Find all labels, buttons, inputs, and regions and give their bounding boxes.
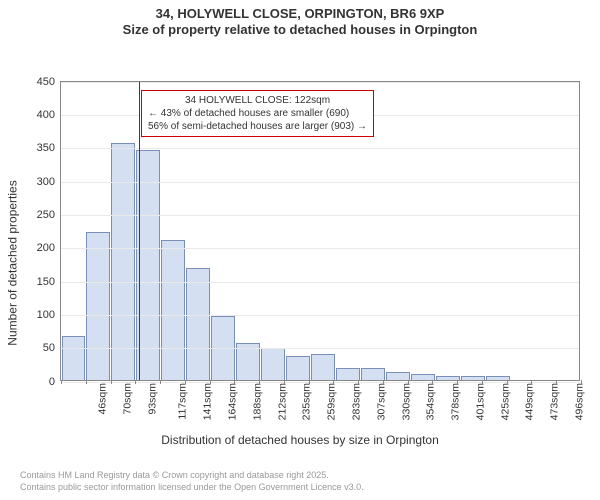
histogram-bar [261,348,285,379]
x-tick-label: 164sqm [227,383,239,420]
x-tick-label: 425sqm [499,383,511,420]
x-tick-mark [210,380,211,384]
x-tick-label: 401sqm [474,383,486,420]
x-tick-label: 283sqm [350,383,362,420]
page-title-line2: Size of property relative to detached ho… [0,22,600,38]
page-title-line1: 34, HOLYWELL CLOSE, ORPINGTON, BR6 9XP [0,0,600,22]
footer-line1: Contains HM Land Registry data © Crown c… [20,470,600,482]
x-tick-mark [531,380,532,384]
plot-area: 34 HOLYWELL CLOSE: 122sqm ← 43% of detac… [60,81,580,381]
x-tick-label: 212sqm [276,383,288,420]
y-tick-label: 100 [37,309,61,321]
x-tick-label: 117sqm [176,383,188,420]
y-axis-label-text: Number of detached properties [6,180,20,345]
histogram-bar [186,268,210,380]
x-axis-label: Distribution of detached houses by size … [0,433,600,447]
y-tick-label: 300 [37,176,61,188]
x-tick-label: 235sqm [301,383,313,420]
x-tick-label: 93sqm [146,383,158,415]
annotation-line2: ← 43% of detached houses are smaller (69… [148,107,367,120]
x-tick-mark [432,380,433,384]
histogram-bar [361,368,385,380]
x-tick-mark [333,380,334,384]
x-tick-label: 141sqm [202,383,214,420]
x-tick-mark [111,380,112,384]
histogram-bar [161,240,185,379]
x-tick-mark [185,380,186,384]
footer-line2: Contains public sector information licen… [20,482,600,494]
y-tick-label: 0 [49,376,61,388]
x-tick-mark [61,380,62,384]
x-tick-label: 307sqm [375,383,387,420]
y-tick-label: 350 [37,142,61,154]
x-tick-mark [135,380,136,384]
x-tick-mark [482,380,483,384]
x-tick-label: 188sqm [251,383,263,420]
x-tick-label: 46sqm [97,383,109,415]
annotation-box: 34 HOLYWELL CLOSE: 122sqm ← 43% of detac… [141,90,374,137]
y-tick-label: 400 [37,109,61,121]
histogram-bar [386,372,410,380]
x-tick-label: 259sqm [326,383,338,420]
x-tick-mark [259,380,260,384]
histogram-bar [311,354,335,379]
x-tick-mark [556,380,557,384]
x-tick-mark [309,380,310,384]
x-tick-mark [284,380,285,384]
x-tick-label: 496sqm [573,383,585,420]
y-tick-label: 50 [43,342,61,354]
x-tick-mark [234,380,235,384]
x-tick-label: 473sqm [548,383,560,420]
x-tick-label: 330sqm [400,383,412,420]
x-tick-mark [383,380,384,384]
x-tick-mark [457,380,458,384]
histogram-bar [286,356,310,379]
x-tick-mark [160,380,161,384]
histogram-bar [62,336,86,379]
histogram-bar [336,368,360,380]
x-tick-label: 70sqm [122,383,134,415]
x-tick-label: 354sqm [425,383,437,420]
histogram-bar [411,374,435,379]
annotation-line3: 56% of semi-detached houses are larger (… [148,120,367,133]
y-tick-label: 200 [37,242,61,254]
x-tick-mark [581,380,582,384]
x-tick-label: 378sqm [449,383,461,420]
x-tick-mark [408,380,409,384]
y-tick-label: 250 [37,209,61,221]
x-tick-label: 449sqm [524,383,536,420]
histogram-bar [86,232,110,380]
y-axis-label: Number of detached properties [6,81,20,446]
footer-attribution: Contains HM Land Registry data © Crown c… [0,470,600,493]
histogram-bar [436,376,460,380]
annotation-line1: 34 HOLYWELL CLOSE: 122sqm [148,94,367,107]
chart-container: Number of detached properties 34 HOLYWEL… [0,81,600,446]
x-tick-mark [86,380,87,384]
y-tick-label: 450 [37,76,61,88]
y-tick-label: 150 [37,276,61,288]
histogram-bar [111,143,135,380]
x-tick-mark [358,380,359,384]
x-tick-mark [507,380,508,384]
